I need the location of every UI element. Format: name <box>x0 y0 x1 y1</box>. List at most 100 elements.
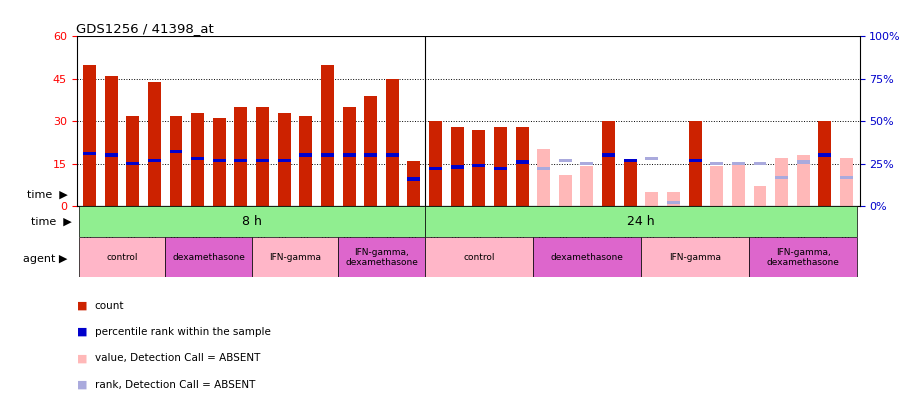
Bar <box>425 237 533 277</box>
Bar <box>667 201 680 205</box>
Bar <box>148 158 161 162</box>
Bar <box>429 121 442 206</box>
Bar <box>166 237 252 277</box>
Text: IFN-gamma,
dexamethasone: IFN-gamma, dexamethasone <box>345 247 418 267</box>
Bar <box>364 153 377 157</box>
Bar <box>775 158 788 206</box>
Text: agent ▶: agent ▶ <box>23 254 68 264</box>
Bar <box>641 237 749 277</box>
Bar <box>191 113 204 206</box>
Bar <box>300 115 312 206</box>
Bar <box>533 237 641 277</box>
Text: IFN-gamma,
dexamethasone: IFN-gamma, dexamethasone <box>767 247 840 267</box>
Text: ■: ■ <box>76 354 87 363</box>
Bar <box>451 165 464 169</box>
Bar <box>559 158 572 162</box>
Bar <box>278 158 291 162</box>
Text: rank, Detection Call = ABSENT: rank, Detection Call = ABSENT <box>94 380 255 390</box>
Bar <box>386 153 399 157</box>
Bar <box>710 166 724 206</box>
Bar <box>386 79 399 206</box>
Text: IFN-gamma: IFN-gamma <box>269 253 321 262</box>
Bar <box>602 121 615 206</box>
Text: percentile rank within the sample: percentile rank within the sample <box>94 327 270 337</box>
Bar <box>494 127 507 206</box>
Text: time  ▶: time ▶ <box>27 190 68 200</box>
Text: ■: ■ <box>76 327 87 337</box>
Text: GDS1256 / 41398_at: GDS1256 / 41398_at <box>76 22 214 35</box>
Bar <box>104 76 118 206</box>
Bar <box>169 150 183 153</box>
Bar <box>667 192 680 206</box>
Bar <box>602 153 615 157</box>
Bar <box>580 166 593 206</box>
Bar <box>624 161 636 206</box>
Bar <box>78 206 425 237</box>
Bar <box>818 121 832 206</box>
Bar <box>278 113 291 206</box>
Bar <box>429 167 442 171</box>
Bar <box>300 153 312 157</box>
Text: ■: ■ <box>76 301 87 311</box>
Bar <box>104 153 118 157</box>
Text: control: control <box>106 253 138 262</box>
Bar <box>796 155 810 206</box>
Text: ■: ■ <box>76 380 87 390</box>
Bar <box>710 162 724 165</box>
Bar <box>234 107 248 206</box>
Bar <box>83 65 96 206</box>
Bar <box>169 115 183 206</box>
Bar <box>212 118 226 206</box>
Text: dexamethasone: dexamethasone <box>551 253 624 262</box>
Bar <box>425 206 858 237</box>
Bar <box>645 192 658 206</box>
Bar <box>126 162 140 165</box>
Bar <box>732 164 745 206</box>
Text: 24 h: 24 h <box>627 215 655 228</box>
Bar <box>494 167 507 171</box>
Text: dexamethasone: dexamethasone <box>172 253 245 262</box>
Bar <box>796 160 810 164</box>
Bar <box>688 121 702 206</box>
Bar <box>775 175 788 179</box>
Bar <box>472 130 485 206</box>
Bar <box>749 237 858 277</box>
Bar <box>818 153 832 157</box>
Bar <box>252 237 338 277</box>
Bar <box>126 115 140 206</box>
Bar <box>516 127 528 206</box>
Bar <box>753 162 767 165</box>
Bar <box>83 152 96 155</box>
Bar <box>256 107 269 206</box>
Bar <box>321 65 334 206</box>
Bar <box>343 153 356 157</box>
Bar <box>537 149 550 206</box>
Bar <box>688 158 702 162</box>
Text: time  ▶: time ▶ <box>32 217 72 227</box>
Bar <box>624 158 636 162</box>
Bar <box>256 158 269 162</box>
Bar <box>408 161 420 206</box>
Bar <box>451 127 464 206</box>
Text: count: count <box>94 301 124 311</box>
Bar <box>645 157 658 160</box>
Bar <box>840 175 853 179</box>
Bar <box>234 158 248 162</box>
Bar <box>338 237 425 277</box>
Text: IFN-gamma: IFN-gamma <box>669 253 721 262</box>
Bar <box>148 82 161 206</box>
Bar <box>537 167 550 171</box>
Text: control: control <box>464 253 495 262</box>
Text: 8 h: 8 h <box>242 215 262 228</box>
Bar <box>840 158 853 206</box>
Bar <box>753 186 767 206</box>
Bar <box>321 153 334 157</box>
Bar <box>732 162 745 165</box>
Bar <box>408 177 420 181</box>
Bar <box>191 157 204 160</box>
Bar <box>559 175 572 206</box>
Bar <box>364 96 377 206</box>
Bar <box>212 158 226 162</box>
Bar <box>78 237 166 277</box>
Bar <box>580 162 593 165</box>
